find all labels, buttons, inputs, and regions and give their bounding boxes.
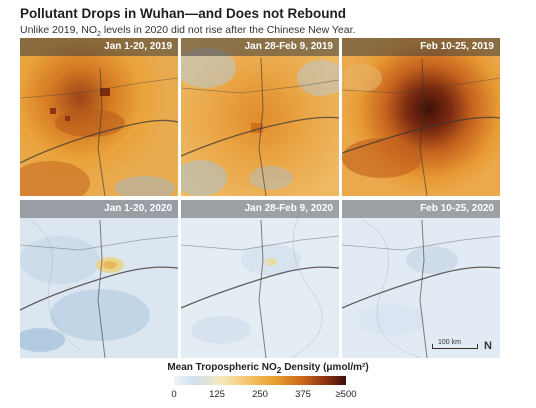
no2-map-2020-jan — [20, 200, 178, 358]
legend-tick: ≥500 — [335, 389, 357, 400]
map-panel-2019-jan: Jan 1-20, 2019 — [20, 38, 178, 196]
legend-tick: 0 — [171, 389, 177, 400]
no2-map-2020-feb-late — [342, 200, 500, 358]
map-panel-2019-feb-early: Jan 28-Feb 9, 2019 — [181, 38, 339, 196]
panel-label: Feb 10-25, 2019 — [342, 38, 500, 56]
map-panel-grid: Jan 1-20, 2019 Jan 28-Feb 9, 2019 — [20, 38, 500, 358]
panel-label: Jan 1-20, 2020 — [20, 200, 178, 218]
panel-label: Jan 1-20, 2019 — [20, 38, 178, 56]
legend-tick: 375 — [295, 389, 311, 400]
north-arrow-icon: N — [484, 340, 492, 352]
scale-bar-label: 100 km — [438, 339, 461, 346]
panel-label: Jan 28-Feb 9, 2020 — [181, 200, 339, 218]
scale-bar-line — [432, 344, 478, 349]
legend-tick: 125 — [209, 389, 225, 400]
legend-title: Mean Tropospheric NO2 Density (μmol/m²) — [167, 362, 369, 375]
map-title: Pollutant Drops in Wuhan—and Does not Re… — [20, 6, 346, 21]
no2-map-2019-feb-late — [342, 38, 500, 196]
legend-tick: 250 — [252, 389, 268, 400]
map-panel-2020-feb-early: Jan 28-Feb 9, 2020 — [181, 200, 339, 358]
no2-map-2020-feb-early — [181, 200, 339, 358]
map-panel-2019-feb-late: Feb 10-25, 2019 — [342, 38, 500, 196]
no2-map-2019-jan — [20, 38, 178, 196]
map-panel-2020-feb-late: Feb 10-25, 2020 100 km N — [342, 200, 500, 358]
no2-map-2019-feb-early — [181, 38, 339, 196]
map-subtitle: Unlike 2019, NO2 levels in 2020 did not … — [20, 24, 356, 39]
scale-bar: 100 km N — [432, 338, 492, 352]
map-panel-2020-jan: Jan 1-20, 2020 — [20, 200, 178, 358]
panel-label: Jan 28-Feb 9, 2019 — [181, 38, 339, 56]
legend-color-bar — [174, 376, 346, 385]
panel-label: Feb 10-25, 2020 — [342, 200, 500, 218]
